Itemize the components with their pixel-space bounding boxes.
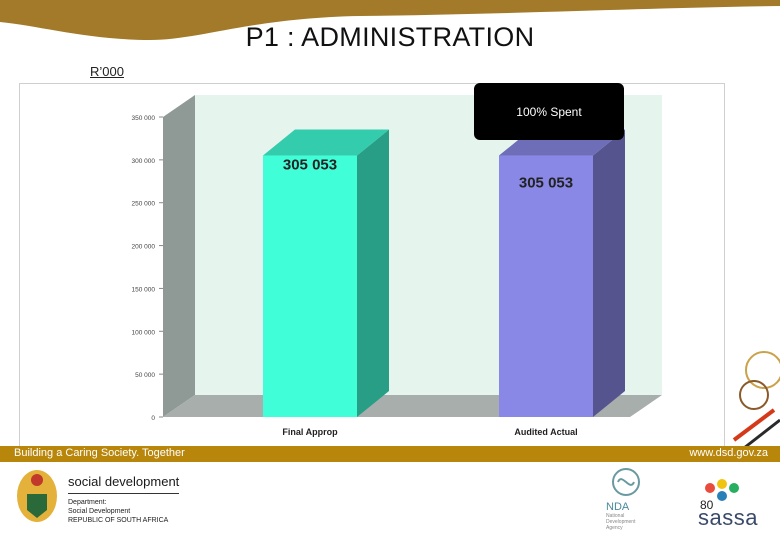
nda-subtitle: Agency: [606, 525, 623, 531]
y-tick-label: 350 000: [132, 115, 156, 122]
bar-value-label: 305 053: [283, 157, 337, 174]
y-tick-label: 100 000: [132, 329, 156, 336]
y-tick-label: 200 000: [132, 244, 156, 251]
top-banner: [0, 0, 780, 40]
nda-logo: NDA National Development Agency: [606, 466, 646, 531]
bar-chart: 0 50 000 100 000 150 000 200 000 250 000 300 0…: [132, 95, 662, 437]
footer-tagline: Building a Caring Society. Together: [14, 447, 185, 459]
sassa-name: sassa: [698, 505, 758, 530]
department-line: Department:: [68, 499, 107, 506]
x-category-label: Audited Actual: [514, 427, 577, 437]
decorative-swirl-icon: [732, 351, 780, 450]
coat-of-arms-icon: [17, 470, 57, 522]
chart-side-wall: [163, 95, 195, 417]
y-tick-label: 50 000: [135, 372, 155, 379]
bar-side: [593, 129, 625, 417]
footer-band: [0, 446, 780, 462]
footer-website[interactable]: www.dsd.gov.za: [689, 447, 768, 459]
spent-callout: 100% Spent: [474, 83, 624, 140]
bar-top: [263, 129, 389, 156]
nda-subtitle: Development: [606, 519, 636, 525]
department-line: REPUBLIC OF SOUTH AFRICA: [68, 517, 169, 524]
bar-value-label: 305 053: [519, 175, 573, 192]
y-tick-label: 150 000: [132, 286, 156, 293]
sassa-emblem-icon: [705, 479, 739, 501]
nda-name: NDA: [606, 501, 630, 513]
bar-front: [263, 155, 357, 417]
y-tick-label: 0: [151, 415, 155, 422]
y-tick-label: 300 000: [132, 158, 156, 165]
department-name: social development: [68, 474, 180, 494]
y-tick-label: 250 000: [132, 201, 156, 208]
nda-emblem-icon: [612, 468, 640, 496]
x-category-label: Final Approp: [282, 427, 338, 437]
chart-frame: 0 50 000 100 000 150 000 200 000 250 000 300 0…: [19, 83, 725, 451]
bar-front: [499, 155, 593, 417]
page-number: 80: [700, 498, 714, 512]
slide-title: P1 : ADMINISTRATION: [245, 22, 535, 52]
department-branding: social development Department: Social De…: [68, 474, 180, 525]
unit-label: R’000: [90, 64, 124, 79]
bar-side: [357, 129, 389, 417]
nda-subtitle: National: [606, 513, 625, 519]
department-line: Social Development: [68, 508, 131, 515]
